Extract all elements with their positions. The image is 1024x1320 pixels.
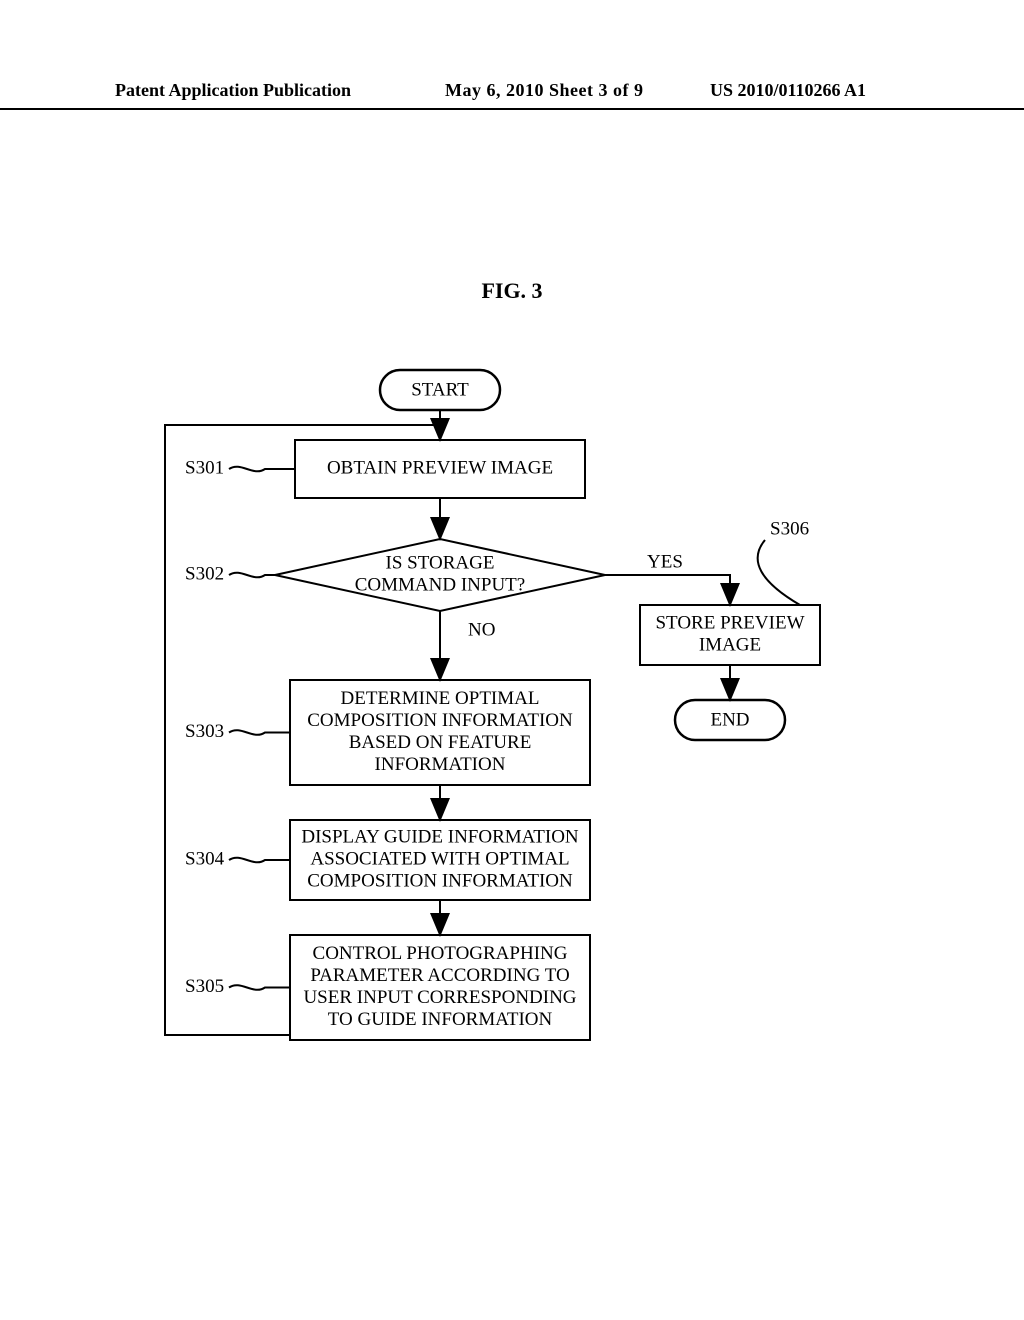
svg-text:S305: S305	[185, 976, 224, 997]
svg-text:S304: S304	[185, 848, 225, 869]
svg-text:COMPOSITION INFORMATION: COMPOSITION INFORMATION	[307, 870, 573, 891]
svg-text:YES: YES	[647, 551, 683, 572]
svg-text:DETERMINE OPTIMAL: DETERMINE OPTIMAL	[341, 688, 540, 709]
svg-text:USER INPUT CORRESPONDING: USER INPUT CORRESPONDING	[303, 987, 576, 1008]
svg-text:END: END	[710, 709, 749, 730]
svg-text:S306: S306	[770, 518, 809, 539]
svg-text:BASED ON FEATURE: BASED ON FEATURE	[349, 732, 532, 753]
svg-text:IMAGE: IMAGE	[699, 634, 761, 655]
svg-text:OBTAIN PREVIEW IMAGE: OBTAIN PREVIEW IMAGE	[327, 457, 553, 478]
flowchart-canvas: START OBTAIN PREVIEW IMAGE IS STORAGECOMMA…	[0, 0, 1024, 1320]
svg-text:ASSOCIATED WITH OPTIMAL: ASSOCIATED WITH OPTIMAL	[310, 848, 569, 869]
svg-text:S301: S301	[185, 457, 224, 478]
svg-text:COMMAND INPUT?: COMMAND INPUT?	[355, 574, 525, 595]
svg-text:NO: NO	[468, 619, 495, 640]
svg-text:CONTROL PHOTOGRAPHING: CONTROL PHOTOGRAPHING	[313, 943, 568, 964]
svg-text:IS STORAGE: IS STORAGE	[386, 552, 495, 573]
svg-text:COMPOSITION INFORMATION: COMPOSITION INFORMATION	[307, 710, 573, 731]
svg-text:S302: S302	[185, 563, 224, 584]
svg-text:START: START	[411, 379, 469, 400]
svg-text:STORE PREVIEW: STORE PREVIEW	[655, 612, 804, 633]
svg-text:TO GUIDE INFORMATION: TO GUIDE INFORMATION	[328, 1009, 553, 1030]
svg-text:PARAMETER ACCORDING TO: PARAMETER ACCORDING TO	[310, 965, 569, 986]
svg-text:DISPLAY GUIDE INFORMATION: DISPLAY GUIDE INFORMATION	[301, 826, 579, 847]
svg-text:INFORMATION: INFORMATION	[375, 754, 506, 775]
svg-text:S303: S303	[185, 721, 224, 742]
